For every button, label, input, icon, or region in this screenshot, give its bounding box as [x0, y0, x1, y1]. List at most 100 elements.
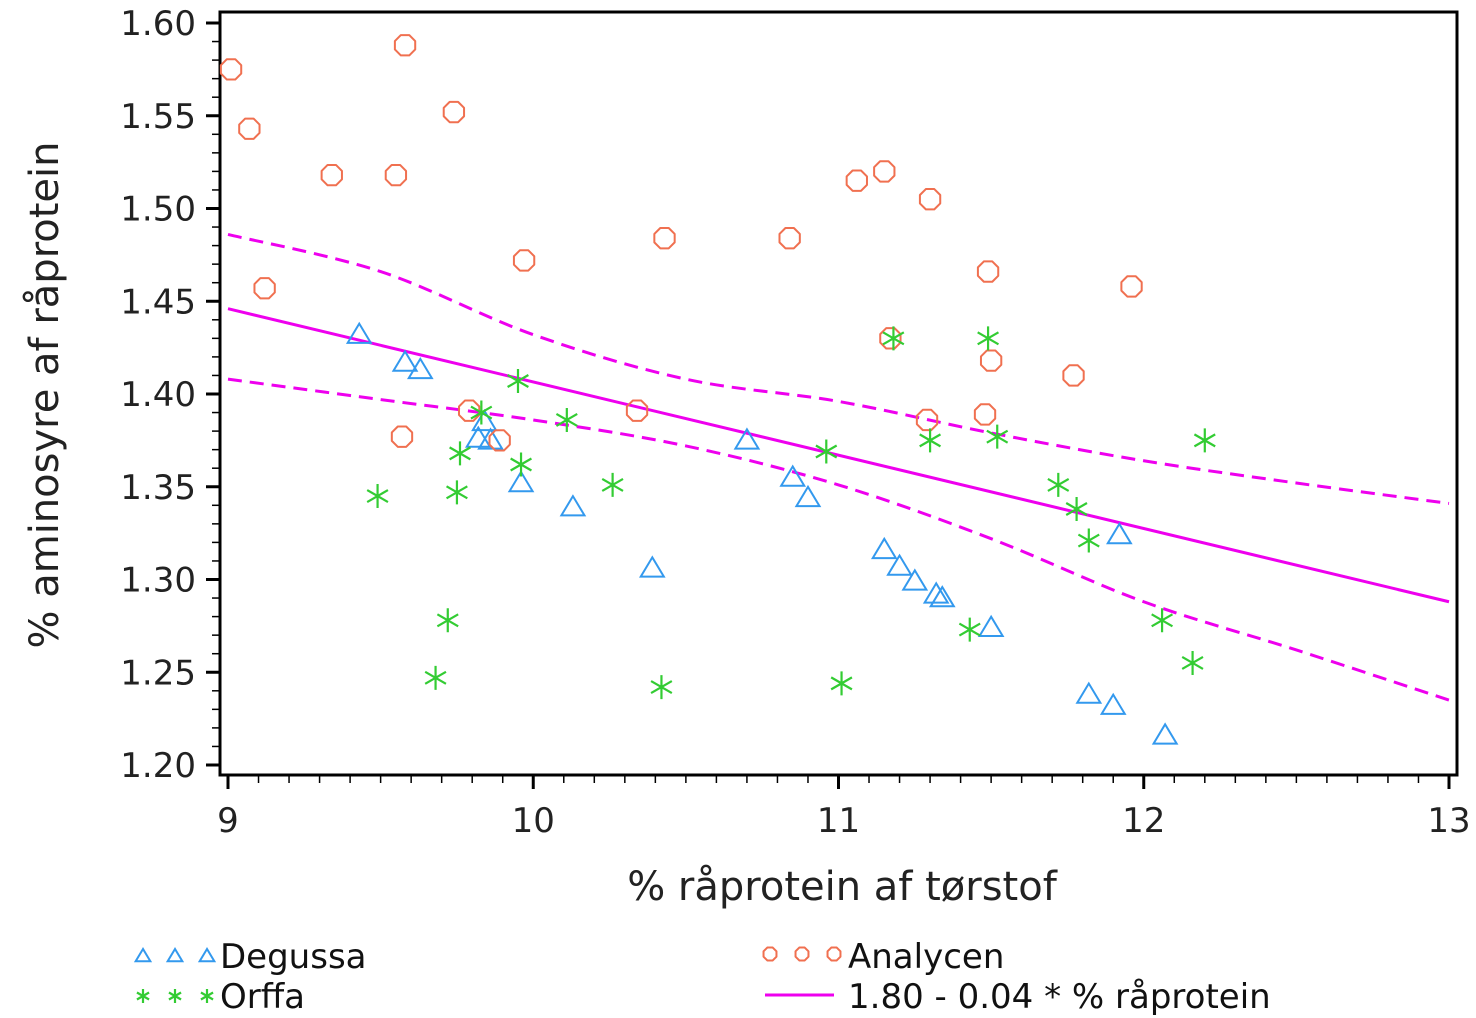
lower-confidence-band: [227, 377, 1450, 702]
orffa-point: [1065, 497, 1088, 522]
orffa-point: [830, 671, 853, 696]
orffa-point: [958, 617, 981, 642]
degussa-point: [901, 568, 929, 591]
legend-marker: [762, 946, 778, 962]
orffa-point: [510, 452, 532, 477]
degussa-point: [507, 470, 535, 493]
y-tick-label: 1.40: [120, 375, 196, 415]
legend: Degussa Orffa Analycen 1.80 - 0.04 * % r…: [133, 937, 1271, 1017]
analycen-point: [979, 349, 1003, 372]
legend-marker: [165, 947, 185, 963]
degussa-point: [345, 321, 373, 344]
analycen-point: [393, 34, 417, 57]
upper-confidence-band: [227, 233, 1450, 505]
analycen-point: [625, 399, 649, 422]
y-tick-label: 1.55: [120, 97, 196, 137]
orffa-point: [445, 480, 468, 505]
legend-marker: [200, 989, 214, 1003]
degussa-point: [1075, 681, 1103, 704]
analycen-point: [653, 227, 676, 250]
orffa-point: [650, 675, 673, 700]
orffa-point: [986, 424, 1009, 449]
degussa-point: [464, 425, 492, 448]
degussa-point: [471, 408, 498, 432]
analycen-point: [457, 399, 481, 422]
analycen-point: [253, 277, 276, 300]
analycen-point: [845, 169, 868, 192]
degussa-point: [977, 614, 1005, 637]
orffa-point: [1077, 528, 1100, 553]
orffa-point: [882, 326, 905, 351]
legend-marker: [133, 947, 153, 963]
orffa-point: [977, 326, 1000, 351]
analycen-point: [778, 227, 801, 250]
legend-fit-label: 1.80 - 0.04 * % råprotein: [848, 977, 1271, 1017]
degussa-point: [922, 581, 950, 604]
orffa-point: [366, 484, 389, 509]
orffa-point: [815, 439, 838, 464]
analycen-point: [915, 408, 939, 432]
x-axis: 9 10 11 12 13: [217, 775, 1471, 841]
y-tick-label: 1.25: [120, 653, 196, 693]
analycen-point: [879, 327, 902, 350]
orffa-point: [1193, 428, 1216, 453]
y-tick-label: 1.35: [120, 468, 196, 508]
y-axis-title: % aminosyre af råprotein: [22, 142, 68, 649]
y-tick-label: 1.20: [120, 746, 196, 786]
orffa-point: [449, 441, 471, 466]
orffa-point: [919, 428, 942, 453]
analycen-point: [390, 425, 414, 448]
analycen-point: [976, 260, 1000, 283]
legend-analycen-label: Analycen: [848, 937, 1004, 977]
degussa-point: [391, 349, 419, 372]
analycen-point: [219, 58, 243, 81]
legend-orffa-swatch: [136, 989, 214, 1003]
degussa-point: [928, 585, 956, 608]
orffa-point: [470, 400, 493, 425]
orffa-point: [601, 472, 624, 497]
analycen-point: [918, 188, 942, 211]
y-axis: 1.20 1.25 1.30 1.35 1.40 1.45 1.50 1.55 1.60: [120, 4, 220, 786]
orffa-point: [424, 665, 447, 690]
orffa-point: [1151, 608, 1174, 633]
analycen-point: [320, 163, 343, 187]
y-tick-label: 1.30: [120, 561, 196, 601]
analycen-point: [488, 429, 511, 452]
analycen-point: [512, 249, 536, 272]
degussa-point: [559, 494, 587, 517]
x-axis-title: % råprotein af tørstof: [627, 864, 1057, 910]
series-orffa: [366, 326, 1216, 700]
plot-frame: [218, 10, 1459, 777]
legend-marker: [168, 989, 182, 1003]
orffa-point: [507, 369, 529, 394]
legend-marker: [794, 946, 810, 962]
legend-marker: [136, 989, 150, 1003]
series-degussa: [345, 321, 1179, 745]
legend-marker: [826, 946, 842, 962]
degussa-point: [1106, 522, 1133, 545]
degussa-point: [406, 356, 434, 380]
y-tick-label: 1.45: [120, 282, 196, 322]
analycen-point: [873, 160, 896, 183]
orffa-point: [555, 407, 578, 432]
x-tick-label: 13: [1427, 801, 1470, 841]
x-tick-label: 11: [817, 801, 860, 841]
legend-analycen-swatch: [762, 946, 842, 962]
y-tick-label: 1.50: [120, 190, 196, 230]
analycen-point: [1062, 364, 1085, 387]
x-tick-label: 10: [512, 801, 555, 841]
degussa-point: [886, 553, 913, 576]
degussa-point: [733, 427, 761, 450]
legend-marker: [197, 947, 217, 963]
degussa-point: [870, 536, 898, 560]
degussa-point: [1099, 692, 1127, 715]
degussa-point: [779, 464, 807, 487]
x-tick-label: 12: [1122, 801, 1165, 841]
analycen-point: [384, 163, 408, 187]
series-analycen: [219, 34, 1143, 452]
analycen-point: [1120, 275, 1143, 298]
orffa-point: [436, 608, 459, 633]
legend-orffa-label: Orffa: [220, 977, 305, 1017]
degussa-point: [794, 484, 822, 508]
